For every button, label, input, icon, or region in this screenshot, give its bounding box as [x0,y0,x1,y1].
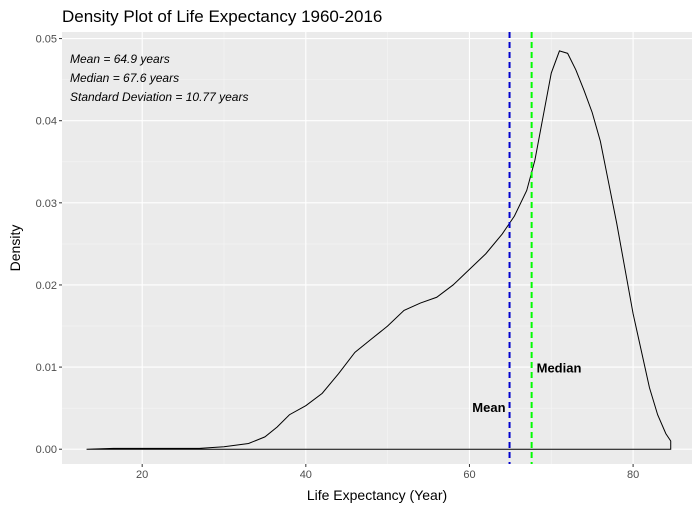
sd-annotation: Standard Deviation = 10.77 years [70,90,248,104]
minor-gridlines [62,32,692,464]
mean-label: Mean [472,400,505,415]
major-gridlines [62,32,692,464]
x-tick-label: 20 [136,469,148,481]
density-curve [86,50,672,450]
x-tick-label: 60 [463,469,475,481]
x-tick-label: 40 [300,469,312,481]
mean-annotation: Mean = 64.9 years [70,52,170,66]
x-axis-ticks: 20 40 60 80 [136,464,639,481]
y-tick-label: 0.04 [36,116,57,128]
y-tick-label: 0.05 [36,34,57,46]
chart-title: Density Plot of Life Expectancy 1960-201… [62,7,382,26]
plot-panel [62,32,692,464]
median-label: Median [537,361,582,376]
x-tick-label: 80 [627,469,639,481]
median-annotation: Median = 67.6 years [70,71,179,85]
stats-annotation: Mean = 64.9 years Median = 67.6 years St… [70,52,248,104]
reference-line-labels: Mean Median [472,361,581,415]
y-axis-title: Density [7,225,23,272]
y-tick-label: 0.02 [36,280,57,292]
reference-lines [508,32,533,464]
y-tick-label: 0.01 [36,362,57,374]
y-tick-label: 0.03 [36,198,57,210]
y-axis-ticks: 0.00 0.01 0.02 0.03 0.04 0.05 [36,34,62,456]
y-tick-label: 0.00 [36,444,57,456]
x-axis-title: Life Expectancy (Year) [307,487,447,503]
